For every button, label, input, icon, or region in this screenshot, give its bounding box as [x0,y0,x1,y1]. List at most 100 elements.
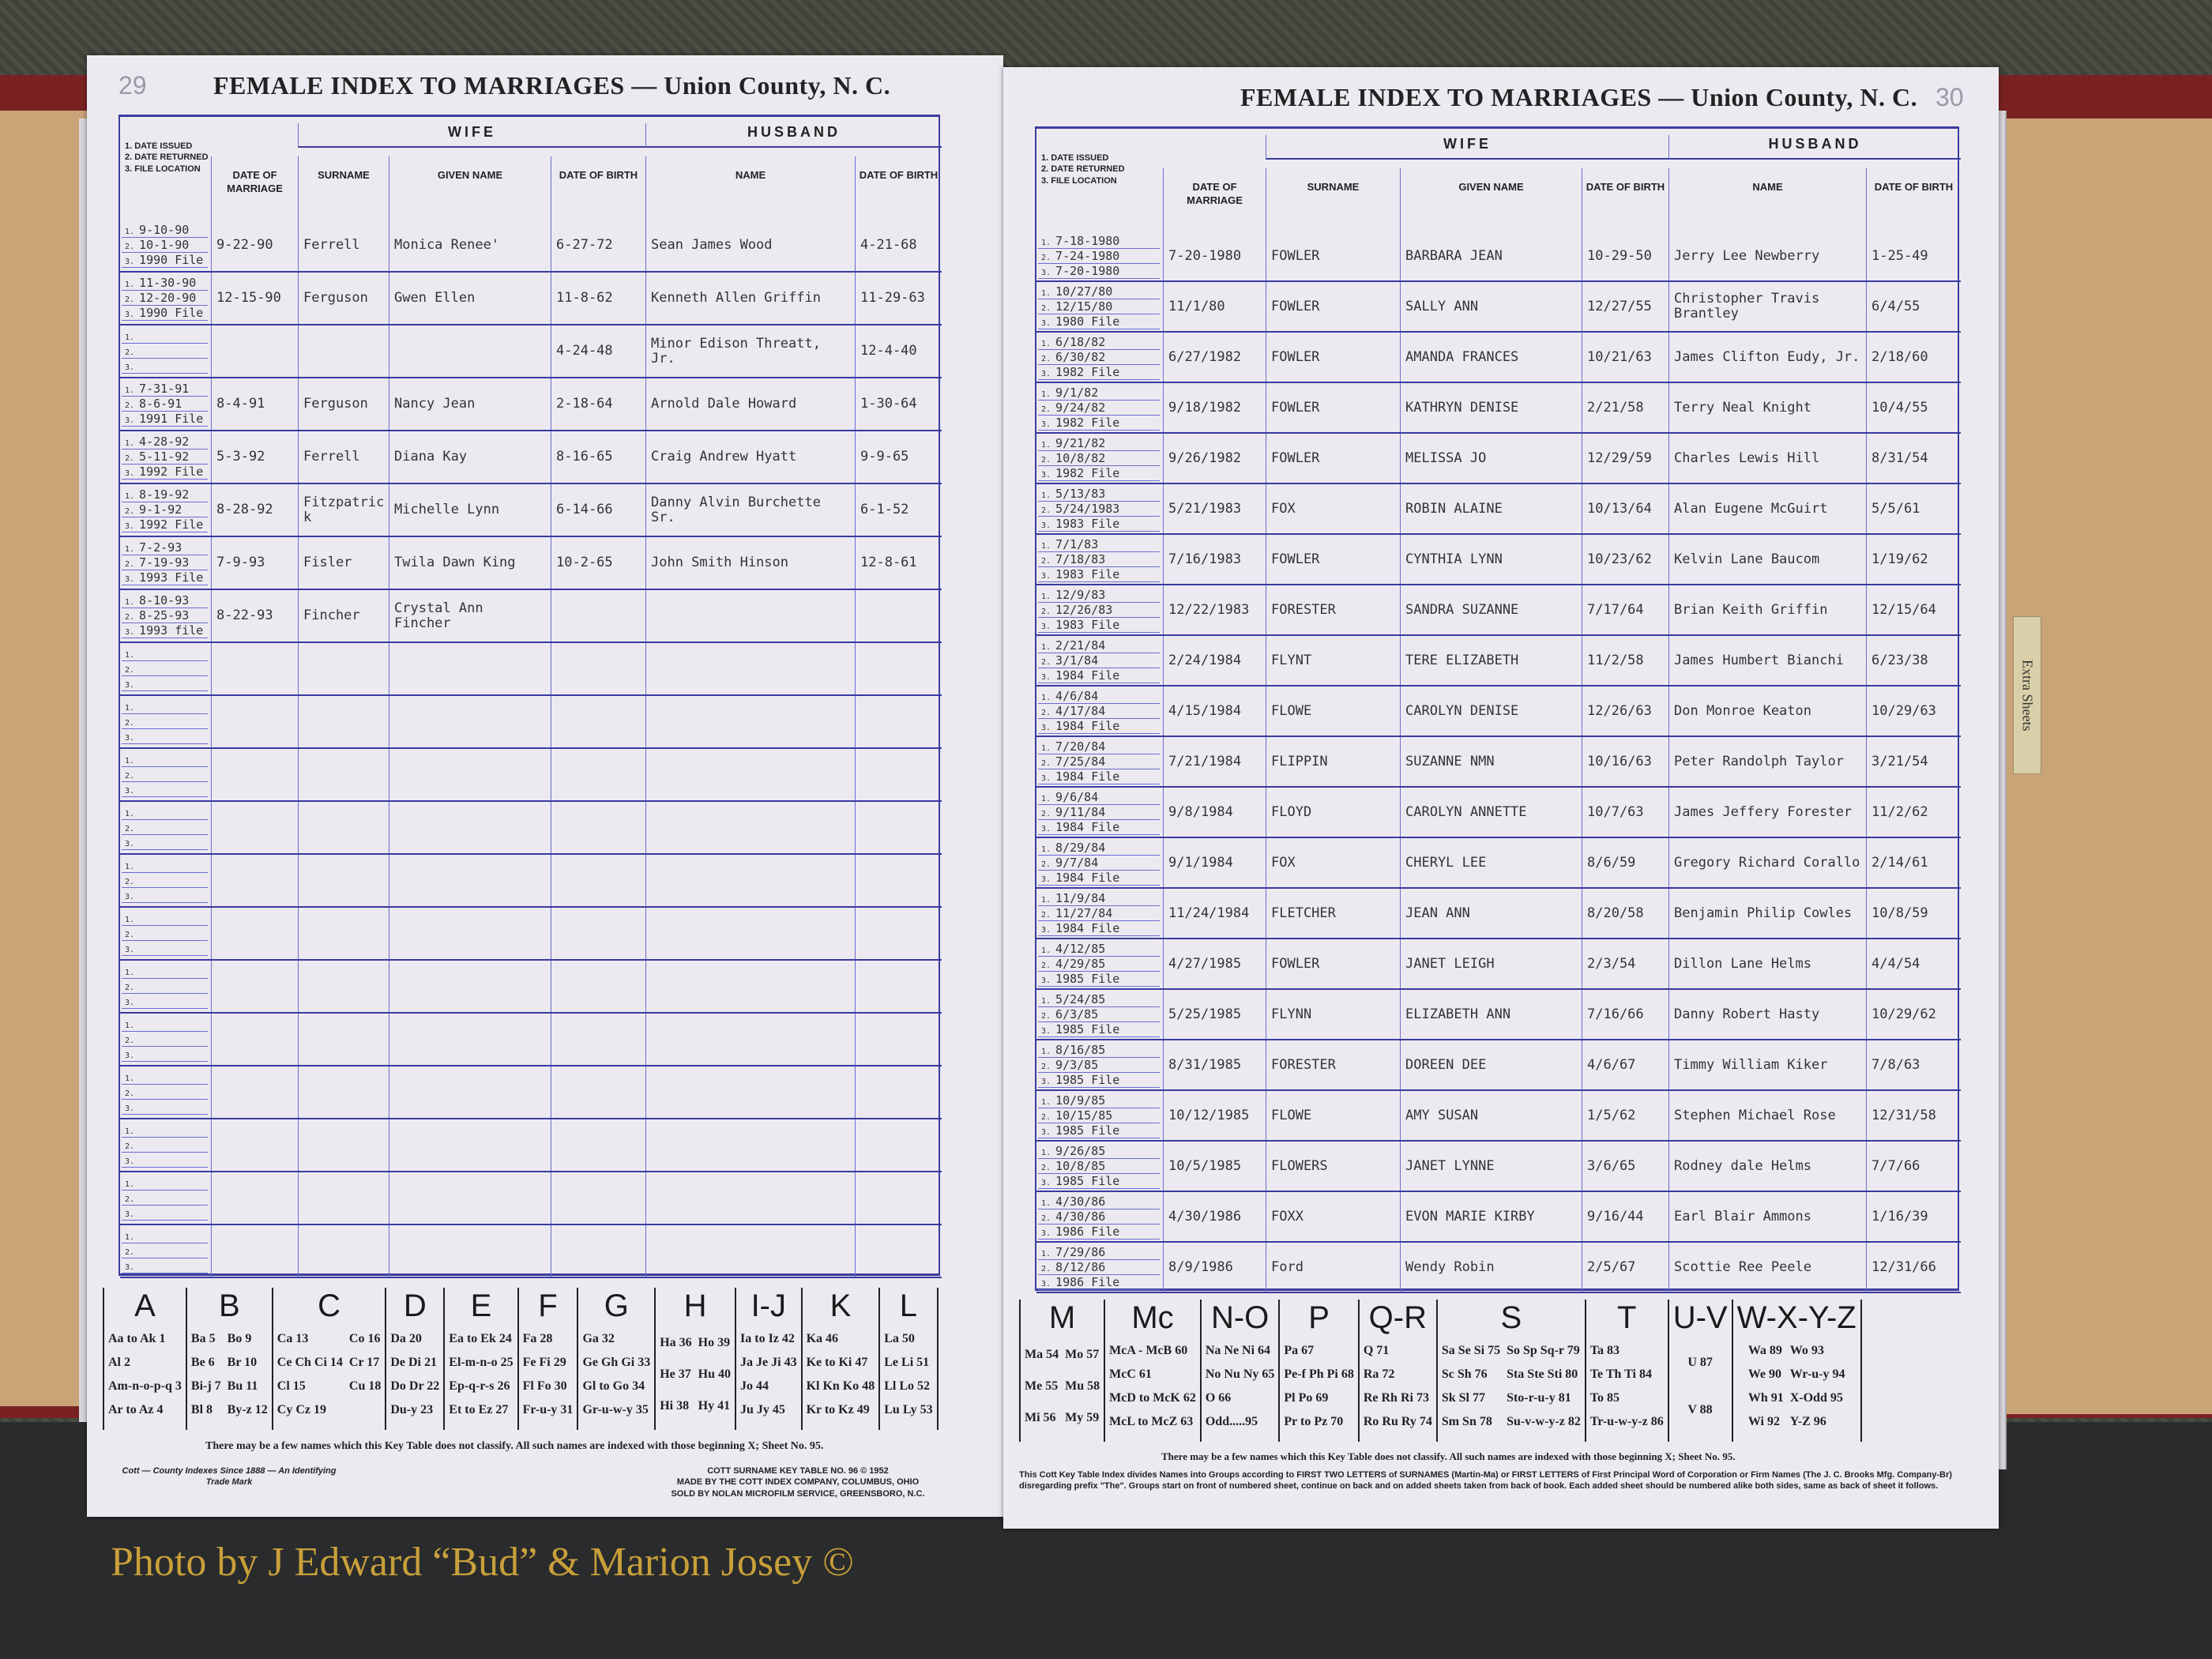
file-location-value: 11/27/84 [1055,905,1113,920]
given-cell [389,696,551,747]
file-location-value: 11-30-90 [139,276,197,290]
key-entry: Du-y 23 [390,1403,434,1416]
column-header: Surname [1266,168,1400,231]
wife-dob-cell: 1/5/62 [1582,1091,1668,1140]
husband-dob-cell [855,961,942,1012]
file-location-line: 1. 9/1/82 [1038,386,1160,401]
married-cell: 5/21/1983 [1163,484,1266,533]
married-cell: 10/5/1985 [1163,1142,1266,1191]
husband-cell [645,643,855,694]
husband-cell: Stephen Michael Rose [1668,1091,1866,1140]
married-cell [211,961,298,1012]
file-location-line: 3. [122,994,208,1009]
key-entry: Ta 83 [1589,1344,1620,1357]
file-location-value: 9/3/85 [1055,1057,1099,1072]
husband-cell: Alan Eugene McGuirt [1668,484,1866,533]
file-location-value: 12-20-90 [139,291,197,305]
key-entries: Da 20 De Di 21 Do Dr 22 Du-y 23 [390,1327,439,1422]
married-cell: 6/27/1982 [1163,333,1266,382]
key-note: There may be a few names which this Key … [1161,1450,1736,1462]
wife-dob-cell [551,908,645,959]
file-location-line: 3. 1986 File [1038,1275,1160,1290]
married-cell: 7/21/1984 [1163,737,1266,786]
file-location-value: 10/8/82 [1055,450,1106,465]
wife-dob-cell: 12/29/59 [1582,434,1668,483]
file-location-line: 2. 7/18/83 [1038,552,1160,567]
married-cell [211,1172,298,1224]
given-cell [389,325,551,377]
file-location-line: 3. 1990 File [122,253,208,268]
file-location-line: 2. [122,1085,208,1100]
husband-cell: Don Monroe Keaton [1668,687,1866,735]
column-header: Date of Marriage [1163,168,1266,231]
surname-cell [298,961,389,1012]
married-cell [211,1225,298,1277]
file-location-value: 7/18/83 [1055,551,1106,566]
key-letter: B [218,1288,240,1323]
key-entry: X-Odd 95 [1789,1391,1843,1405]
married-cell: 5/25/1985 [1163,990,1266,1039]
line-number: 1. [1041,288,1051,298]
line-number: 2. [1041,303,1051,313]
table-row: 1. 4/6/84 2. 4/17/84 3. 1984 File 4/15/1984 FLO… [1036,687,1961,737]
line-number: 2. [1041,404,1051,414]
line-number: 1. [1041,895,1051,905]
key-entry: Kr to Kz 49 [806,1403,870,1416]
married-cell [211,1066,298,1118]
given-cell: SUZANNE NMN [1400,737,1582,786]
file-location-cell: 1. 4-28-92 2. 5-11-92 3. 1992 File [120,431,211,483]
married-cell: 11/1/80 [1163,282,1266,331]
file-location-value: 8/16/85 [1055,1042,1106,1057]
married-cell: 8/9/1986 [1163,1243,1266,1292]
key-group: C Ca 13 Ce Ch Ci 14 Cl 15 Cy Cz 19 Co 16 Cr 17… [273,1288,387,1430]
wife-dob-cell: 2/5/67 [1582,1243,1668,1292]
key-group: P Pa 67 Pe-f Ph Pi 68 Pl Po 69 Pr to Pz 70 [1280,1300,1360,1442]
file-location-cell: 1. 12/9/83 2. 12/26/83 3. 1983 File [1036,585,1163,634]
key-entries: Fa 28 Fe Fi 29 Fl Fo 30 Fr-u-y 31 [523,1327,574,1422]
husband-dob-cell: 2/14/61 [1866,838,1961,887]
file-location-value: 8-19-92 [139,487,190,502]
extra-sheets-tab[interactable]: Extra Sheets [2013,616,2041,774]
file-location-line: 1. 5/13/83 [1038,487,1160,502]
key-entry: McL to McZ 63 [1109,1415,1194,1428]
file-location-line: 1. [122,911,208,926]
file-location-value: 1982 File [1055,465,1120,480]
table-row: 1. 9/21/82 2. 10/8/82 3. 1982 File 9/26/1982 FO… [1036,434,1961,484]
key-entry: Bu 11 [227,1379,258,1393]
wife-dob-cell: 4-24-48 [551,325,645,377]
line-number: 2. [125,931,135,939]
line-number: 2. [125,507,135,516]
key-entry: Su-v-w-y-z 82 [1507,1415,1581,1428]
line-number: 1. [1041,642,1051,652]
column-header: Given Name [1400,168,1582,231]
file-location-cell: 1. 11/9/84 2. 11/27/84 3. 1984 File [1036,889,1163,938]
key-entries: Pa 67 Pe-f Ph Pi 68 Pl Po 69 Pr to Pz 70 [1284,1339,1353,1434]
husband-cell: Christopher Travis Brantley [1668,282,1866,331]
key-group: D Da 20 De Di 21 Do Dr 22 Du-y 23 [386,1288,446,1430]
file-location-value: 2/21/84 [1055,638,1106,653]
husband-cell [645,696,855,747]
married-cell: 12/22/1983 [1163,585,1266,634]
wife-dob-cell [551,590,645,641]
key-entry: Sm Sn 78 [1441,1415,1492,1428]
file-location-line: 3. [122,888,208,903]
file-location-value: 1980 File [1055,314,1120,329]
key-entry: Pe-f Ph Pi 68 [1284,1367,1354,1381]
file-location-line: 1. 8/16/85 [1038,1043,1160,1058]
table-row: 1. 2. 3. [120,961,942,1014]
line-number: 1. [125,1180,135,1189]
file-location-line: 3. 1984 File [1038,921,1160,936]
file-location-line: 1. 8-19-92 [122,487,208,502]
line-number: 3. [1041,1077,1051,1086]
married-cell [211,855,298,906]
line-number: 2. [125,666,135,675]
file-location-line: 1. [122,1070,208,1085]
married-cell: 7/16/1983 [1163,535,1266,584]
key-entries: Ia to Iz 42 Ja Je Ji 43 Jo 44 Ju Jy 45 [740,1327,797,1422]
key-entry: Q 71 [1363,1344,1390,1357]
key-group: N-O Na Ne Ni 64 No Nu Ny 65 O 66 Odd.....95 [1202,1300,1281,1442]
given-cell: BARBARA JEAN [1400,231,1582,280]
file-location-cell: 1. 2. 3. [120,643,211,694]
file-location-line: 1. 7-31-91 [122,382,208,397]
key-entry: Ll Lo 52 [884,1379,931,1393]
